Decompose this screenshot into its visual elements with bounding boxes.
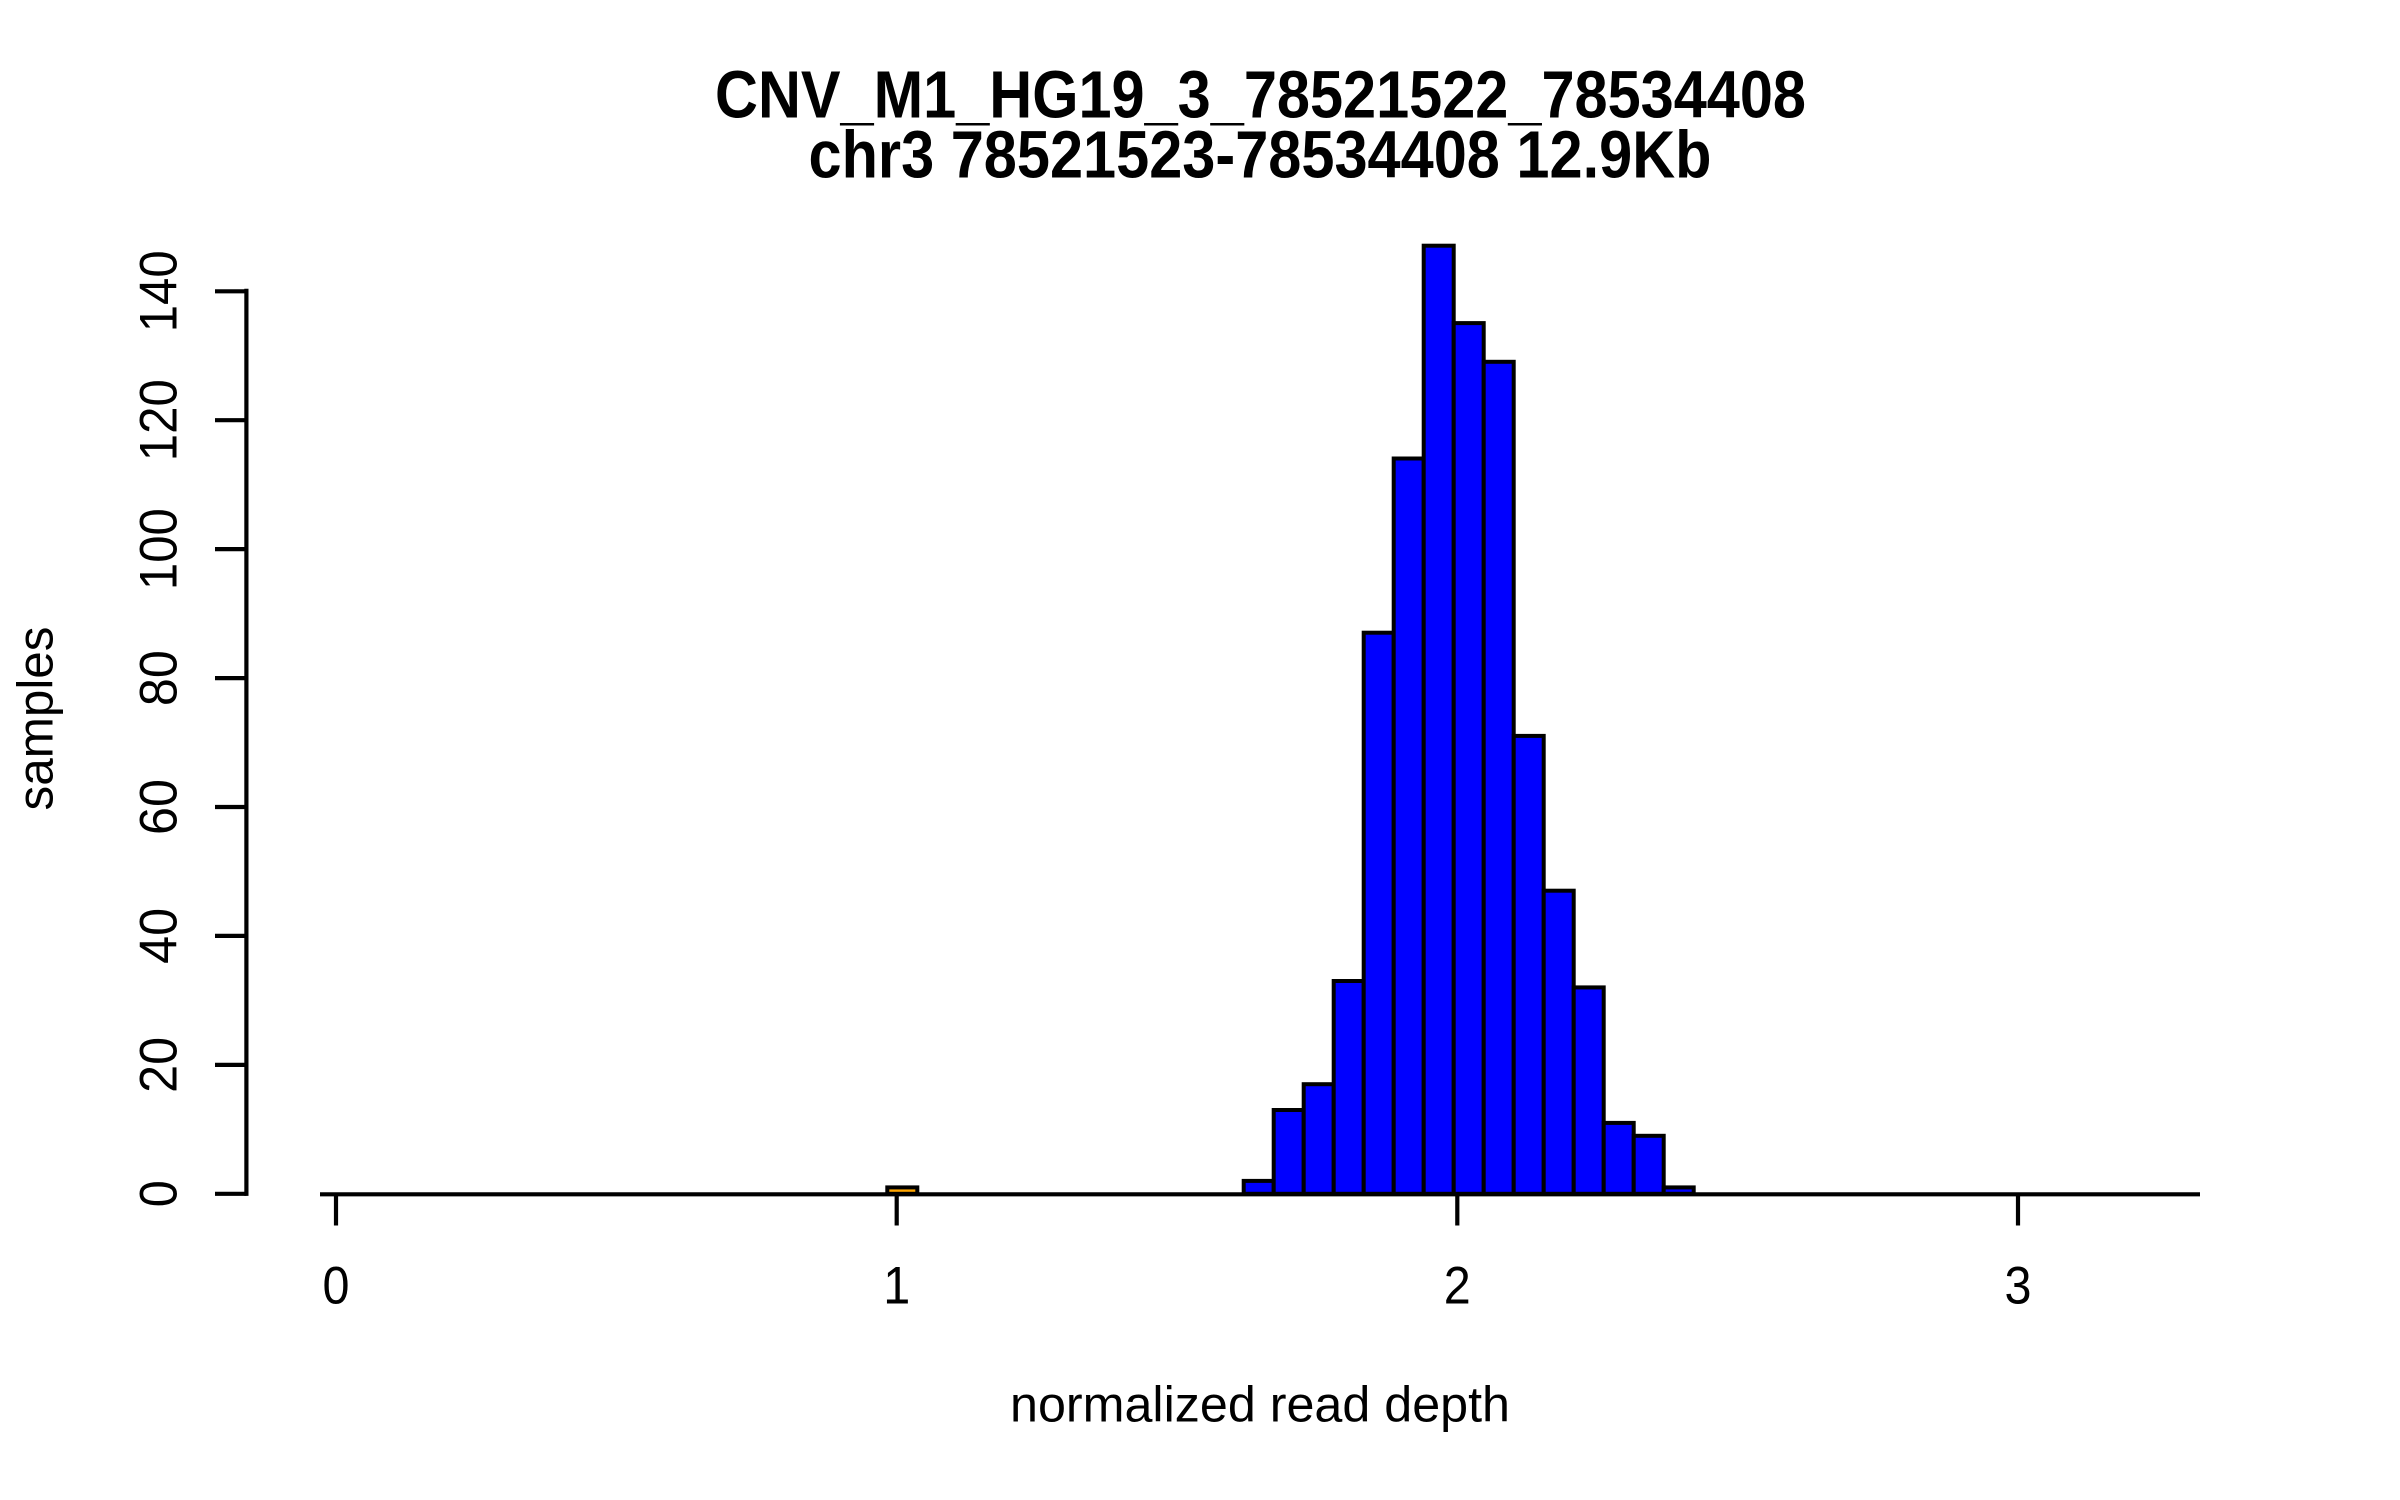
svg-text:CNV_M1_HG19_3_78521522_7853440: CNV_M1_HG19_3_78521522_78534408	[715, 58, 1806, 133]
svg-text:3: 3	[2005, 1257, 2032, 1316]
svg-text:80: 80	[130, 650, 189, 706]
svg-text:normalized read depth: normalized read depth	[1010, 1376, 1510, 1433]
svg-text:0: 0	[130, 1180, 189, 1207]
svg-text:140: 140	[130, 250, 189, 332]
svg-text:120: 120	[130, 379, 189, 461]
svg-text:1: 1	[883, 1257, 910, 1316]
svg-text:40: 40	[130, 908, 189, 964]
svg-text:chr3 78521523-78534408 12.9Kb: chr3 78521523-78534408 12.9Kb	[809, 118, 1712, 193]
svg-text:100: 100	[130, 508, 189, 590]
svg-text:samples: samples	[7, 627, 64, 811]
svg-text:0: 0	[323, 1257, 350, 1316]
svg-text:2: 2	[1444, 1257, 1471, 1316]
svg-text:60: 60	[130, 779, 189, 835]
svg-text:20: 20	[130, 1037, 189, 1093]
